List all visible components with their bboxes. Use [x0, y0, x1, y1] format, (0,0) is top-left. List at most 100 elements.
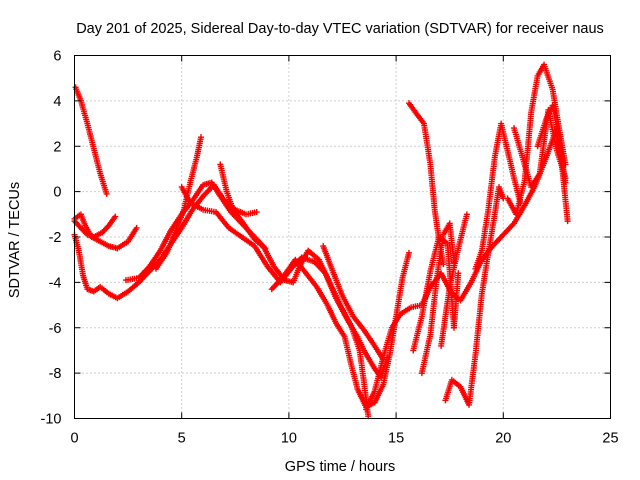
marker-run	[217, 163, 230, 193]
marker-run	[511, 127, 525, 159]
marker-run	[190, 183, 205, 202]
marker-run	[529, 172, 542, 189]
marker-run	[393, 277, 406, 318]
marker-run	[513, 179, 528, 216]
marker-run	[72, 219, 83, 230]
marker-run	[535, 118, 549, 148]
x-axis-label: GPS time / hours	[285, 459, 395, 475]
marker-run	[86, 286, 96, 294]
marker-run	[92, 285, 102, 294]
marker-run	[116, 289, 130, 301]
marker-run	[363, 390, 377, 411]
marker-run	[72, 233, 82, 252]
marker-run	[413, 110, 426, 125]
series-track-h	[178, 184, 391, 381]
marker-run	[380, 326, 395, 359]
marker-run	[389, 312, 403, 329]
y-tick-label: -10	[41, 412, 62, 428]
marker-run	[92, 230, 104, 240]
marker-run	[270, 276, 285, 291]
y-tick-label: 6	[53, 49, 61, 65]
marker-run	[126, 226, 139, 243]
grid-layer	[74, 55, 611, 419]
series-track-t	[534, 102, 571, 225]
marker-run	[479, 252, 491, 295]
marker-run	[293, 258, 308, 275]
marker-run	[179, 208, 195, 230]
series-track-o	[438, 211, 470, 349]
marker-run	[419, 333, 433, 374]
marker-run	[380, 354, 393, 386]
y-tick-label: 0	[53, 185, 61, 201]
marker-run	[447, 247, 461, 288]
marker-run	[434, 233, 446, 279]
marker-run	[421, 122, 434, 166]
x-tick-label: 25	[602, 431, 618, 447]
y-tick-label: 2	[53, 139, 61, 155]
marker-run	[313, 260, 327, 275]
marker-run	[362, 328, 377, 348]
data-point	[564, 218, 571, 225]
marker-run	[245, 209, 258, 217]
marker-run	[501, 221, 516, 237]
marker-run	[372, 356, 386, 393]
y-tick-label: -6	[49, 321, 62, 337]
marker-run	[446, 222, 457, 263]
data-point	[197, 134, 204, 141]
marker-run	[158, 229, 173, 252]
marker-run	[372, 383, 386, 404]
marker-run	[100, 224, 111, 235]
marker-run	[427, 236, 442, 272]
marker-run	[314, 285, 330, 307]
chart-title: Day 201 of 2025, Sidereal Day-to-day VTE…	[76, 21, 604, 37]
marker-run	[224, 190, 236, 211]
y-tick-label: 4	[53, 94, 61, 110]
marker-run	[106, 215, 118, 228]
tick-layer: 0 5 10 15 20 25 -10 -8 -6 -4 -2 0 2 4 6	[41, 49, 619, 447]
marker-run	[306, 248, 321, 262]
marker-run	[528, 75, 541, 114]
data-point	[562, 161, 569, 168]
marker-run	[334, 321, 347, 339]
marker-run	[512, 204, 527, 225]
marker-run	[472, 292, 485, 356]
marker-run	[400, 252, 412, 279]
marker-run	[98, 285, 111, 296]
y-tick-label: -8	[49, 366, 62, 382]
data-point	[253, 209, 260, 216]
marker-run	[164, 231, 178, 254]
marker-run	[76, 249, 86, 277]
marker-run	[407, 101, 418, 114]
marker-run	[91, 147, 103, 175]
marker-run	[234, 207, 248, 217]
marker-run	[485, 156, 498, 211]
data-point	[103, 190, 110, 197]
marker-run	[490, 233, 505, 248]
marker-run	[227, 226, 244, 239]
data-point	[133, 224, 140, 231]
marker-run	[520, 156, 534, 188]
marker-run	[137, 264, 152, 280]
marker-run	[498, 122, 511, 152]
marker-run	[427, 277, 440, 336]
marker-run	[522, 183, 538, 207]
marker-run	[485, 213, 498, 254]
marker-run	[344, 317, 360, 338]
series-track-q	[472, 120, 524, 272]
series-track-p	[442, 184, 507, 408]
marker-run	[556, 136, 571, 222]
y-tick-label: -4	[49, 275, 62, 291]
marker-run	[458, 281, 474, 302]
marker-run	[240, 235, 256, 248]
marker-run	[154, 251, 169, 270]
data-point	[463, 211, 470, 218]
data-point	[112, 213, 119, 220]
marker-run	[78, 213, 88, 227]
marker-run	[107, 291, 119, 301]
marker-run	[73, 86, 84, 102]
marker-run	[419, 270, 433, 318]
marker-run	[214, 210, 231, 230]
marker-run	[218, 194, 233, 214]
marker-run	[78, 99, 90, 125]
